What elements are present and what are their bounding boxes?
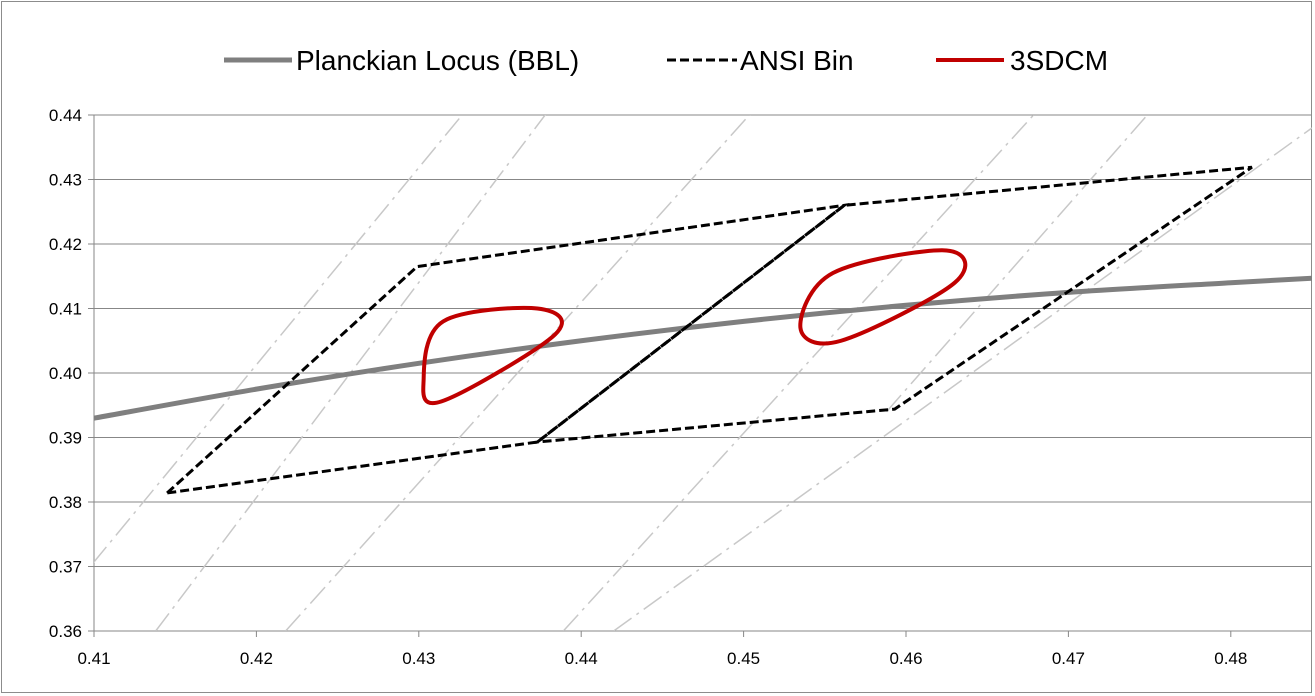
isotemperature-line (562, 115, 1035, 631)
guide-lines (94, 115, 1312, 631)
gridlines (94, 114, 1312, 632)
planckian-locus-line (94, 275, 1312, 421)
x-tick-label: 0.44 (565, 649, 598, 668)
x-tick-label: 0.42 (240, 649, 273, 668)
ansi-bin-quad (532, 165, 1253, 444)
y-tick-label: 0.41 (49, 300, 82, 319)
legend-label: 3SDCM (1010, 45, 1108, 76)
macadam-ellipse (798, 248, 968, 346)
isotemperature-line (285, 115, 751, 631)
y-tick-label: 0.36 (49, 622, 82, 641)
y-tick-label: 0.40 (49, 364, 82, 383)
x-tick-label: 0.41 (77, 649, 110, 668)
legend-label: Planckian Locus (BBL) (296, 45, 579, 76)
x-tick-label: 0.47 (1052, 649, 1085, 668)
y-tick-label: 0.42 (49, 235, 82, 254)
y-tick-label: 0.37 (49, 558, 82, 577)
x-tick-label: 0.45 (727, 649, 760, 668)
legend-label: ANSI Bin (740, 45, 854, 76)
series (94, 165, 1312, 496)
isotemperature-line (885, 115, 1149, 413)
macadam-ellipse (421, 305, 564, 406)
y-tick-label: 0.39 (49, 429, 82, 448)
isotemperature-line (613, 127, 1312, 631)
isotemperature-line (94, 115, 464, 564)
x-tick-label: 0.48 (1214, 649, 1247, 668)
x-tick-label: 0.46 (889, 649, 922, 668)
y-tick-label: 0.38 (49, 493, 82, 512)
axes: 0.36 0.37 0.38 0.39 0.40 0.41 0.42 0.43 0.44 0.41… (49, 106, 1247, 668)
ansi-bin-quad (162, 203, 850, 496)
x-tick-label: 0.43 (402, 649, 435, 668)
legend: Planckian Locus (BBL) ANSI Bin 3SDCM (224, 45, 1108, 76)
y-tick-label: 0.44 (49, 106, 82, 125)
y-tick-label: 0.43 (49, 171, 82, 190)
